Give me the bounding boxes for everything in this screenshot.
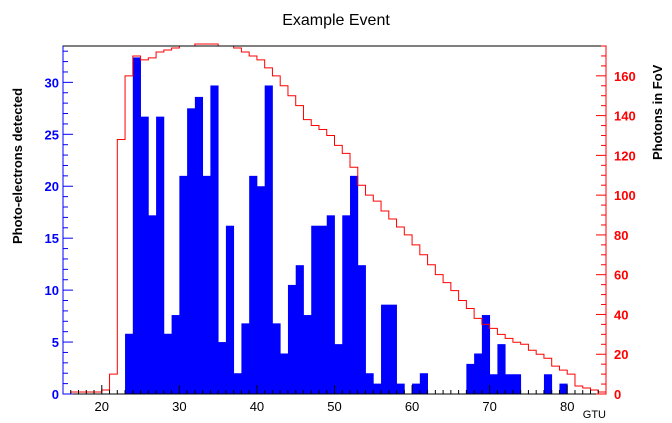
histogram-bar <box>318 225 328 394</box>
histogram-bar <box>295 265 304 394</box>
y-right-tick-label: 120 <box>614 148 636 163</box>
y-left-tick-label: 0 <box>52 387 59 402</box>
histogram-bar <box>125 333 134 394</box>
histogram-bar <box>132 57 141 394</box>
histogram-bar <box>512 374 522 394</box>
y-right-tick-label: 40 <box>614 307 628 322</box>
photons-step-line <box>63 43 606 395</box>
histogram-bar <box>326 215 335 394</box>
histogram-bar <box>311 225 320 394</box>
y-right-tick-label: 60 <box>614 268 628 283</box>
y-left-tick-label: 5 <box>52 335 59 350</box>
histogram-bar <box>388 304 397 394</box>
histogram-bar <box>466 363 475 394</box>
histogram-bar <box>481 315 491 394</box>
x-tick-label: 20 <box>95 399 109 414</box>
histogram-bar <box>489 374 498 394</box>
chart-title: Example Event <box>282 12 390 29</box>
histogram-bar <box>264 85 273 395</box>
histogram-bar <box>179 175 188 394</box>
histogram-bar <box>350 175 359 394</box>
y-left-tick-label: 15 <box>45 231 59 246</box>
x-tick-label: 40 <box>250 399 264 414</box>
histogram-bar <box>249 175 258 394</box>
histogram-bar <box>156 116 165 395</box>
y-right-tick-label: 80 <box>614 228 628 243</box>
histogram-bar <box>303 315 312 394</box>
y-right-tick-label: 140 <box>614 109 636 124</box>
x-tick-label: 80 <box>560 399 574 414</box>
histogram-bar <box>287 284 297 394</box>
y-right-tick-label: 100 <box>614 188 636 203</box>
histogram-bar <box>497 344 506 394</box>
x-axis: 20 30 40 50 60 70 80 <box>62 385 607 414</box>
histogram-bar <box>194 96 204 394</box>
histogram-bar <box>373 383 382 394</box>
histogram-bar <box>225 225 235 394</box>
histogram-bar <box>148 215 157 394</box>
histogram-bar <box>342 215 351 394</box>
histogram-bar <box>334 344 343 394</box>
x-tick-label: 50 <box>327 399 341 414</box>
histogram-bar <box>280 353 289 394</box>
y-left-tick-label: 20 <box>45 179 59 194</box>
histogram-bar <box>210 85 219 395</box>
histogram-bar <box>256 186 266 394</box>
x-tick-label: 70 <box>482 399 496 414</box>
y-left-tick-label: 25 <box>45 127 59 142</box>
y-right-tick-label: 160 <box>614 69 636 84</box>
y-axis-left: 0 5 10 15 20 25 30 <box>45 46 73 402</box>
y-left-tick-label: 30 <box>45 75 59 90</box>
histogram-bar <box>218 342 227 394</box>
histogram-bar <box>233 373 242 394</box>
y-axis-right-label: Photons in FoV <box>650 64 665 160</box>
histogram-bar <box>365 373 374 394</box>
histogram-bar <box>543 374 553 394</box>
histogram-bar <box>505 374 514 394</box>
histogram-bar <box>241 323 250 394</box>
histogram-bar <box>412 383 421 394</box>
histogram-bar <box>357 265 366 394</box>
y-right-tick-label: 0 <box>614 387 621 402</box>
histogram-bar <box>171 315 180 394</box>
histogram-bar <box>163 333 172 394</box>
x-axis-label: GTU <box>583 409 606 421</box>
x-tick-label: 30 <box>172 399 186 414</box>
y-left-tick-label: 10 <box>45 283 59 298</box>
histogram-bar <box>419 373 428 394</box>
histogram-bar <box>559 383 568 394</box>
histogram-bar <box>202 175 211 394</box>
histogram-bar <box>140 116 149 395</box>
y-right-tick-label: 20 <box>614 347 628 362</box>
histogram-bars <box>125 57 568 395</box>
histogram-bar <box>381 304 390 394</box>
x-tick-label: 60 <box>405 399 419 414</box>
y-axis-right: 0 20 40 60 80 100 120 140 160 <box>596 45 636 402</box>
histogram-bar <box>272 323 281 394</box>
histogram-bar <box>187 108 196 394</box>
histogram-bar <box>396 383 405 394</box>
histogram-bar <box>474 353 483 394</box>
y-axis-left-label: Photo-electrons detected <box>10 88 25 244</box>
